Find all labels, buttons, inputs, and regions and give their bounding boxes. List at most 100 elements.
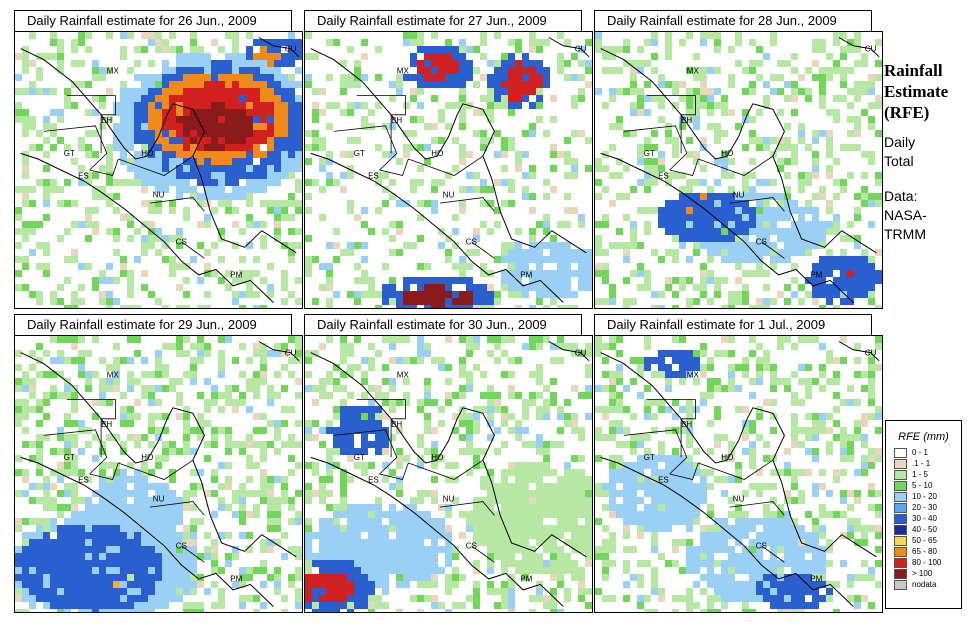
legend-label: 1 - 5: [912, 470, 929, 479]
legend-swatch: [894, 513, 907, 524]
legend-title: RFE (mm): [898, 431, 949, 443]
country-border: [181, 241, 205, 259]
map-panel-5: Daily Rainfall estimate for 30 Jun., 200…: [304, 314, 593, 614]
country-border: [89, 158, 119, 176]
panel-title: Daily Rainfall estimate for 26 Jun., 200…: [14, 10, 292, 32]
legend-rows: 0 - 1 .1 - 1 1 - 5 5 - 10 10 - 20 20 - 30 30 -…: [886, 447, 961, 590]
map-area: MX BH GT HO ES NU CS PM CU: [14, 31, 303, 309]
country-label-cu: CU: [575, 348, 587, 357]
sidebar-info: Rainfall Estimate (RFE) Daily Total Data…: [884, 60, 970, 244]
legend-label: 0 - 1: [912, 448, 929, 457]
country-label-gt: GT: [644, 453, 655, 462]
legend-item: > 100: [894, 568, 961, 579]
country-border: [66, 95, 116, 154]
country-label-ho: HO: [431, 149, 443, 158]
country-label-pm: PM: [810, 271, 822, 280]
country-label-pm: PM: [230, 575, 242, 584]
country-label-es: ES: [78, 171, 89, 180]
coastline-caribbean: [20, 48, 297, 254]
legend-swatch: [894, 546, 907, 557]
country-label-pm: PM: [230, 271, 242, 280]
legend-item: 30 - 40: [894, 513, 961, 524]
country-label-cu: CU: [285, 44, 297, 53]
country-border: [729, 501, 785, 516]
country-label-cs: CS: [466, 238, 477, 247]
country-label-mx: MX: [397, 66, 410, 75]
legend-label: 80 - 100: [912, 558, 942, 567]
coastline-pacific: [600, 456, 854, 607]
country-label-nu: NU: [733, 191, 745, 200]
coastline-caribbean: [310, 48, 587, 254]
country-border: [181, 545, 205, 563]
country-label-cs: CS: [176, 542, 187, 551]
rainfall-cells: [595, 32, 882, 308]
country-label-bh: BH: [101, 116, 112, 125]
map-panel-2: Daily Rainfall estimate for 27 Jun., 200…: [304, 10, 593, 310]
coastline-pacific: [600, 152, 854, 303]
legend-label: nodata: [912, 580, 937, 589]
legend-item: 50 - 65: [894, 535, 961, 546]
map-panel-1: Daily Rainfall estimate for 26 Jun., 200…: [14, 10, 303, 310]
map-area: MX BH GT HO ES NU CS PM CU: [594, 335, 883, 613]
coastline-cuba: [838, 341, 880, 362]
legend: RFE (mm) 0 - 1 .1 - 1 1 - 5 5 - 10 10 - 20 20…: [885, 420, 962, 609]
country-border: [356, 399, 406, 458]
country-border: [379, 158, 409, 176]
legend-swatch: [894, 568, 907, 579]
country-label-es: ES: [658, 475, 669, 484]
legend-swatch: [894, 491, 907, 502]
sidebar-title-line: Rainfall: [884, 61, 943, 80]
rainfall-cells: [15, 32, 302, 308]
legend-item: 5 - 10: [894, 480, 961, 491]
country-border: [761, 545, 785, 563]
country-label-cu: CU: [865, 348, 877, 357]
legend-label: .1 - 1: [912, 459, 931, 468]
rainfall-map: MX BH GT HO ES NU CS PM CU: [305, 32, 592, 308]
country-border: [43, 429, 108, 475]
country-label-pm: PM: [520, 575, 532, 584]
country-label-gt: GT: [64, 453, 75, 462]
country-label-mx: MX: [687, 370, 700, 379]
country-border: [646, 399, 696, 458]
country-label-es: ES: [658, 171, 669, 180]
legend-label: 50 - 65: [912, 536, 937, 545]
map-panel-4: Daily Rainfall estimate for 29 Jun., 200…: [14, 314, 303, 614]
country-label-nu: NU: [733, 495, 745, 504]
country-border: [118, 459, 194, 480]
coastline-caribbean: [600, 48, 877, 254]
coastline-cuba: [258, 37, 300, 58]
legend-item: 20 - 30: [894, 502, 961, 513]
country-border: [623, 429, 688, 475]
legend-swatch: [894, 469, 907, 480]
sidebar-subtitle-line: Total: [884, 153, 914, 169]
rainfall-cells: [595, 336, 882, 612]
map-area: MX BH GT HO ES NU CS PM CU: [14, 335, 303, 613]
country-border: [66, 399, 116, 458]
legend-swatch: [894, 480, 907, 491]
country-label-cs: CS: [756, 542, 767, 551]
country-label-mx: MX: [687, 66, 700, 75]
country-border: [149, 501, 205, 516]
rainfall-cells: [15, 336, 302, 612]
sidebar-subtitle-line: Daily: [884, 134, 916, 150]
rainfall-map: MX BH GT HO ES NU CS PM CU: [15, 32, 302, 308]
legend-label: 20 - 30: [912, 503, 937, 512]
country-border: [379, 462, 409, 480]
legend-item: .1 - 1: [894, 458, 961, 469]
country-label-gt: GT: [64, 149, 75, 158]
country-label-ho: HO: [431, 453, 443, 462]
sidebar-title-line: Estimate: [884, 82, 949, 101]
sidebar-title-line: (RFE): [884, 103, 930, 122]
legend-label: 65 - 80: [912, 547, 937, 556]
panel-title: Daily Rainfall estimate for 28 Jun., 200…: [594, 10, 872, 32]
legend-swatch: [894, 579, 907, 590]
legend-label: 5 - 10: [912, 481, 933, 490]
map-panel-3: Daily Rainfall estimate for 28 Jun., 200…: [594, 10, 883, 310]
country-label-es: ES: [368, 475, 379, 484]
country-label-cu: CU: [865, 44, 877, 53]
coastline-caribbean: [600, 352, 877, 558]
legend-swatch: [894, 557, 907, 568]
legend-item: nodata: [894, 579, 961, 590]
legend-item: 65 - 80: [894, 546, 961, 557]
legend-label: 30 - 40: [912, 514, 937, 523]
